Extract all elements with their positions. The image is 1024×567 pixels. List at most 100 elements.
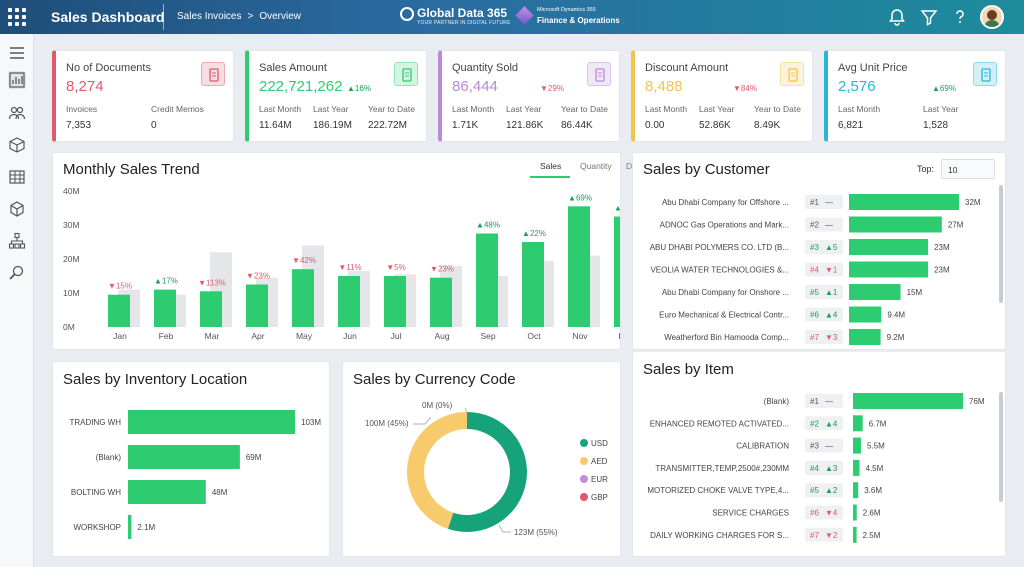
top-bar: Sales Dashboard Sales Invoices > Overview … [0,0,1024,34]
leader-line [498,524,511,533]
kpi-sub-value: 1,528 [923,120,949,131]
bar-value-label: 27M [948,221,964,230]
kpi-sub-label: Last Month [838,104,881,114]
monthly-sales-trend-panel: Monthly Sales Trend Sales Quantity Disco… [52,152,659,350]
sales-by-location-panel: Sales by Inventory Location TRADING WH 10… [52,361,330,557]
change-label: ▼42% [292,256,316,265]
row-name: Weatherford Bin Hamooda Comp... [664,333,789,342]
bar-value-label: 103M [301,418,321,427]
bar [853,415,863,432]
y-tick-label: 40M [63,186,80,196]
calculator-icon [973,62,997,86]
kpi-sub-value: 7,353 [66,120,92,131]
bar [128,445,240,469]
kpi-sub-label: Last Year [506,104,542,114]
tab-sales[interactable]: Sales [540,161,562,171]
bar-value-label: 69M [246,453,262,462]
bar [849,284,901,300]
kpi-sub-label: Invoices [66,104,98,114]
kpi-card[interactable]: Quantity Sold 86,444 ▼29% Last Month 1.71K La… [438,50,620,142]
row-name: Abu Dhabi Company for Onshore ... [662,288,789,297]
tab-active-indicator [530,176,570,178]
kpi-sub-value: 222.72M [368,120,407,131]
category-label: BOLTING WH [71,488,121,497]
kpi-sub-value: 1.71K [452,120,479,131]
row-name: MOTORIZED CHOKE VALVE TYPE,4... [647,486,789,495]
scrollbar[interactable] [999,185,1003,303]
search-gear-icon[interactable] [8,264,26,282]
row-name: (Blank) [764,397,790,406]
x-tick-label: Jan [113,331,127,341]
legend-swatch [580,475,588,483]
row-name: ADNOC Gas Operations and Mark... [660,221,789,230]
kpi-change: ▼84% [733,84,757,93]
sales-by-customer-panel: Sales by Customer Abu Dhabi Company for … [632,152,1006,350]
top-n-input[interactable]: 10 [941,159,995,179]
rank-move: — [825,442,833,451]
bar-value-label: 48M [212,488,228,497]
bar-current [476,233,498,327]
breadcrumb-separator: > [247,11,254,22]
rank-move: ▼1 [825,266,838,275]
kpi-sub-label: Year to Date [368,104,415,114]
help-icon[interactable] [951,8,969,26]
bar [128,410,295,434]
bar [853,504,857,521]
kpi-title: Quantity Sold [452,62,519,74]
breadcrumb-overview[interactable]: Overview [259,11,302,22]
change-label: ▼113% [198,278,226,287]
slice-label: 123M (55%) [514,528,558,537]
legend-label: EUR [591,475,608,484]
rank-number: #6 [810,311,819,320]
customer-chart: Abu Dhabi Company for Offshore ... #1 — 32M… [650,194,981,345]
kpi-title: Discount Amount [645,62,729,74]
menu-icon[interactable] [8,44,26,62]
bar-value-label: 4.5M [866,464,884,473]
sales-by-currency-panel: Sales by Currency Code 123M (55%) 100M (4… [342,361,621,557]
legend-label: GBP [591,493,608,502]
bell-icon[interactable] [888,8,906,26]
bar-current [292,269,314,327]
kpi-sub-value: 0.00 [645,120,665,131]
cube-icon[interactable] [8,200,26,218]
category-label: WORKSHOP [73,523,121,532]
rank-badge [805,262,843,277]
change-label: ▼11% [338,263,361,272]
chart-icon[interactable] [8,71,26,89]
rank-badge [805,285,843,299]
rank-number: #3 [810,243,819,252]
sidebar [0,34,34,567]
avatar[interactable] [980,5,1004,29]
rank-number: #2 [810,221,819,230]
row-name: CALIBRATION [736,442,789,451]
category-label: TRADING WH [69,418,121,427]
kpi-card[interactable]: Sales Amount 222,721,262 ▲16% Last Month 11.… [245,50,427,142]
rank-move: — [825,221,833,230]
rank-badge [805,460,843,475]
donut-slice [447,412,527,532]
scrollbar[interactable] [999,392,1003,502]
people-icon[interactable] [8,104,26,122]
bar [849,306,882,323]
category-label: (Blank) [96,453,122,462]
kpi-card[interactable]: Discount Amount 8,488 ▼84% Last Month 0.00 La… [631,50,813,142]
breadcrumb-sales-invoices[interactable]: Sales Invoices [177,11,242,22]
kpi-card[interactable]: Avg Unit Price 2,576 ▲69% Last Month 6,821 La… [824,50,1006,142]
change-label: ▼5% [386,263,405,272]
kpi-value: 222,721,262 [259,78,343,95]
rank-number: #4 [810,266,819,275]
app-launcher-icon[interactable] [8,8,26,26]
kpi-change: ▲16% [347,84,371,93]
x-tick-label: Nov [572,331,588,341]
box-icon[interactable] [8,136,26,154]
hierarchy-icon[interactable] [8,232,26,250]
y-tick-label: 10M [63,288,80,298]
x-tick-label: Jul [391,331,402,341]
x-tick-label: Aug [434,331,449,341]
filter-icon[interactable] [920,8,938,26]
tab-quantity[interactable]: Quantity [580,161,612,171]
row-name: Abu Dhabi Company for Offshore ... [662,198,789,207]
bar-value-label: 5.5M [867,442,885,451]
table-icon[interactable] [8,168,26,186]
kpi-card[interactable]: No of Documents 8,274 Invoices 7,353 Credit … [52,50,234,142]
